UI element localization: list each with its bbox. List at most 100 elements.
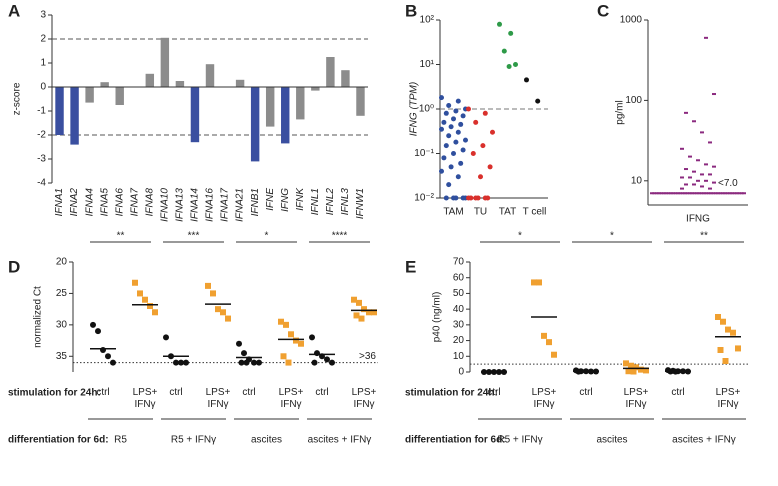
point xyxy=(638,366,644,373)
x-tick-label-box: LPS+ IFNγ xyxy=(352,387,377,410)
point xyxy=(692,192,697,195)
point xyxy=(630,368,637,375)
bar xyxy=(296,87,305,120)
point xyxy=(443,110,449,116)
point xyxy=(735,345,741,352)
point xyxy=(688,155,692,158)
point xyxy=(725,326,731,333)
point xyxy=(684,168,688,171)
x-tick-label: IFNL2 xyxy=(325,188,336,216)
point xyxy=(501,48,507,54)
point xyxy=(700,131,704,134)
panel-letter: A xyxy=(8,1,20,20)
point xyxy=(712,181,716,184)
significance: *** xyxy=(188,231,200,242)
bar xyxy=(55,87,64,135)
point xyxy=(536,279,542,286)
point xyxy=(173,359,179,366)
point xyxy=(466,106,471,112)
y-tick-label: 10⁻¹ xyxy=(414,148,434,159)
bar xyxy=(145,73,155,87)
group-label: ascites + IFNγ xyxy=(308,435,372,446)
point xyxy=(243,359,250,366)
bar xyxy=(326,57,335,87)
point xyxy=(692,120,696,123)
y-tick-label: 30 xyxy=(56,319,68,330)
point xyxy=(455,129,461,135)
row-label: differentiation for 6d: xyxy=(405,435,506,446)
x-tick-label: ctrl xyxy=(671,387,685,398)
x-tick-label: IFNA16 xyxy=(205,188,216,222)
point xyxy=(163,334,169,341)
y-tick-label: 2 xyxy=(40,34,46,45)
y-tick-label: 10⁻² xyxy=(414,193,434,204)
x-tick-label: IFNA5 xyxy=(99,188,110,217)
row-label: stimulation for 24h: xyxy=(8,388,101,399)
y-tick-label: 20 xyxy=(56,257,68,268)
point xyxy=(625,368,632,375)
x-tick-label: ctrl xyxy=(315,387,329,398)
point xyxy=(205,282,211,289)
bar xyxy=(311,87,320,91)
point xyxy=(460,113,466,119)
point xyxy=(712,165,716,168)
bar xyxy=(160,37,170,87)
point xyxy=(727,192,732,195)
y-tick-label: 10⁰ xyxy=(419,104,434,115)
x-tick-label: IFNA10 xyxy=(159,188,170,222)
point xyxy=(446,182,452,188)
reference-label: >36 xyxy=(359,351,376,362)
point xyxy=(463,137,468,143)
y-tick-label: 50 xyxy=(453,288,465,299)
point xyxy=(700,173,704,176)
x-tick-label-box: LPS+ IFNγ xyxy=(532,387,557,410)
point xyxy=(142,296,148,303)
bar xyxy=(85,87,94,103)
point xyxy=(694,192,699,195)
x-tick-label: LPS+ IFNγ xyxy=(623,387,649,410)
y-tick-label: 10² xyxy=(420,15,435,26)
y-tick-label: 0 xyxy=(40,82,46,93)
point xyxy=(737,192,742,195)
y-tick-label: 1000 xyxy=(620,15,643,26)
point xyxy=(700,185,704,188)
point xyxy=(680,192,685,195)
point xyxy=(734,192,739,195)
point xyxy=(680,187,684,190)
point xyxy=(453,139,459,145)
point xyxy=(309,334,315,341)
point xyxy=(473,195,479,201)
x-tick-label: IFNL3 xyxy=(340,188,351,216)
x-tick-label: IFNA8 xyxy=(144,188,155,217)
point xyxy=(508,30,514,36)
point xyxy=(652,192,657,195)
significance: * xyxy=(518,231,522,242)
bar xyxy=(356,87,365,116)
x-tick-label: ctrl xyxy=(242,387,256,398)
point xyxy=(722,358,729,364)
x-tick-label: IFNB1 xyxy=(250,188,261,216)
point xyxy=(688,176,692,179)
point xyxy=(285,359,292,366)
x-tick-label: IFNW1 xyxy=(355,188,366,219)
x-tick-label: IFNG xyxy=(280,188,291,212)
point xyxy=(311,359,318,366)
x-tick-label-box: ctrl xyxy=(671,387,685,398)
point xyxy=(361,306,367,313)
x-tick-label-box: LPS+ IFNγ xyxy=(133,387,158,410)
significance: ** xyxy=(700,231,708,242)
point xyxy=(715,314,721,320)
x-tick-label-box: LPS+ IFNγ xyxy=(623,387,649,410)
point xyxy=(439,95,444,101)
x-tick-label: ctrl xyxy=(487,387,501,398)
point xyxy=(675,192,680,195)
y-axis-label: pg/ml xyxy=(615,100,626,124)
point xyxy=(704,192,709,195)
point xyxy=(712,93,716,96)
point xyxy=(659,192,664,195)
group-label: ascites xyxy=(596,435,627,446)
point xyxy=(708,173,712,176)
y-axis-label: z-score xyxy=(12,82,23,115)
point xyxy=(716,192,721,195)
